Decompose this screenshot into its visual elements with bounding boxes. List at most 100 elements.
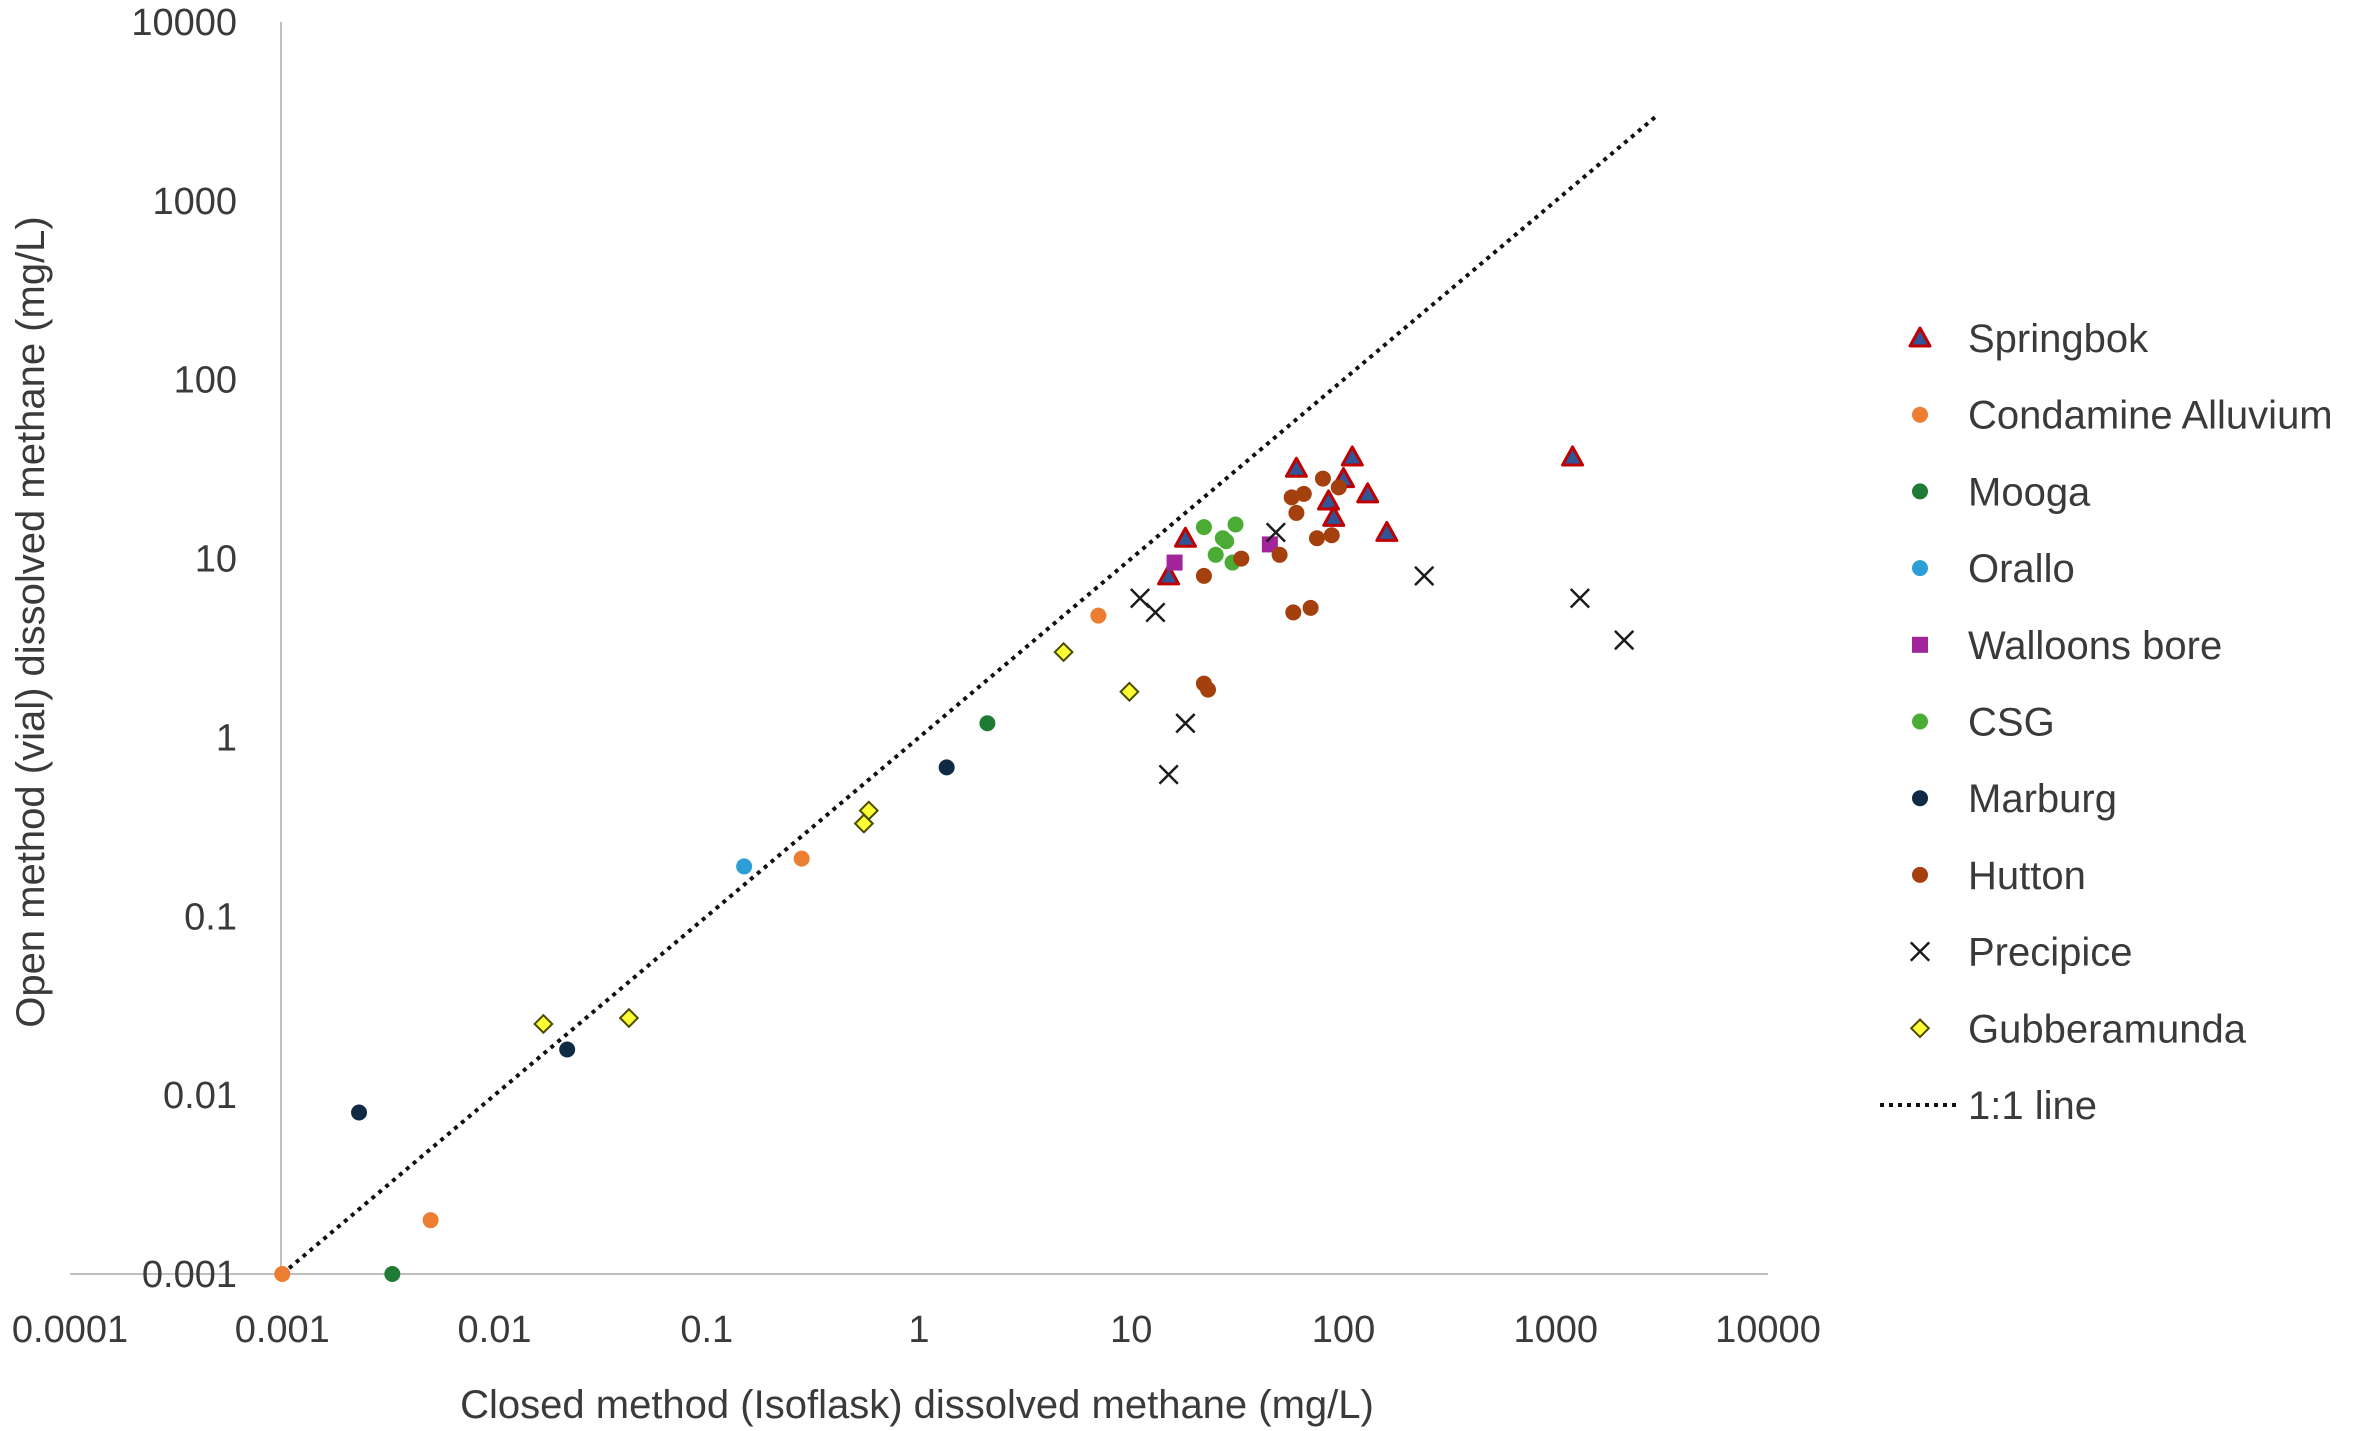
legend-swatch: [1908, 326, 1932, 348]
legend-swatch: [1912, 483, 1928, 500]
data-point: [1375, 520, 1399, 542]
data-point: [1166, 554, 1183, 571]
legend-swatch: [1912, 560, 1928, 577]
legend-item: Gubberamunda: [1909, 1007, 2247, 1051]
data-point: [1261, 536, 1278, 553]
data-point: [1569, 588, 1591, 609]
data-point: [559, 1041, 576, 1058]
legend-label: Walloons bore: [1968, 624, 2222, 668]
legend-label: Mooga: [1968, 470, 2091, 514]
data-point: [1295, 485, 1312, 502]
data-point: [533, 1013, 554, 1035]
y-tick-label: 1000: [152, 181, 237, 223]
data-point: [1207, 546, 1224, 563]
data-point: [1323, 527, 1340, 544]
legend-label: Hutton: [1968, 854, 2086, 898]
data-point: [1053, 641, 1074, 663]
data-point: [1195, 519, 1212, 536]
data-point: [384, 1266, 401, 1282]
data-point: [1233, 550, 1250, 567]
legend-item: Precipice: [1909, 931, 2133, 975]
one-to-one-line-path: [280, 113, 1659, 1276]
legend-item: Orallo: [1912, 547, 2075, 591]
data-point: [853, 813, 875, 834]
data-point: [1227, 516, 1244, 533]
legend-swatch: [1912, 406, 1928, 423]
data-point: [1285, 604, 1302, 621]
data-point: [1090, 607, 1107, 624]
data-point: [793, 850, 810, 867]
data-point: [1356, 482, 1380, 504]
data-point: [1175, 713, 1196, 734]
y-tick-label: 0.1: [184, 896, 237, 938]
legend-label: Orallo: [1968, 547, 2075, 591]
legend-item: CSG: [1912, 701, 2055, 745]
legend-label: Condamine Alluvium: [1968, 394, 2333, 438]
legend-swatch: [1912, 866, 1928, 883]
legend-label: CSG: [1968, 701, 2055, 745]
y-tick-label: 0.01: [163, 1075, 237, 1117]
legend-label: Precipice: [1968, 931, 2133, 975]
x-tick-label: 1000: [1513, 1309, 1598, 1351]
legend-label: Springbok: [1968, 317, 2149, 361]
data-point: [1173, 526, 1197, 548]
data-point: [422, 1212, 439, 1229]
data-point: [274, 1266, 291, 1282]
data-point: [938, 759, 955, 776]
data-point: [1145, 602, 1166, 623]
x-tick-label: 0.0001: [12, 1309, 128, 1351]
data-point: [1317, 489, 1341, 511]
data-point: [1314, 470, 1331, 487]
x-tick-label: 10: [1110, 1309, 1152, 1351]
legend-item: Hutton: [1912, 854, 2086, 898]
data-point: [1288, 504, 1305, 521]
x-axis-title: Closed method (Isoflask) dissolved metha…: [460, 1383, 1374, 1427]
data-point: [1119, 681, 1140, 702]
data-point: [1195, 567, 1212, 584]
data-point: [351, 1104, 368, 1121]
one-to-one-line: [280, 113, 1659, 1276]
legend-label: 1:1 line: [1968, 1084, 2097, 1128]
legend-label: Gubberamunda: [1968, 1007, 2247, 1051]
legend: Springbok Condamine Alluvium Mooga Orallo Wa…: [1880, 317, 2333, 1128]
tick-labels: 0.0001 0.001 0.01 0.1 1 10 100 1000 10000 0.001 0.…: [12, 2, 1821, 1351]
data-point: [1340, 445, 1364, 467]
x-tick-label: 100: [1312, 1309, 1375, 1351]
data-point: [1265, 522, 1286, 543]
data-point: [1330, 479, 1347, 496]
data-point: [1200, 681, 1217, 698]
data-point: [979, 715, 996, 732]
data-point: [618, 1007, 640, 1029]
y-tick-label: 0.001: [142, 1254, 237, 1296]
data-point: [1308, 530, 1325, 547]
legend-swatch: [1909, 1018, 1931, 1039]
y-tick-label: 10000: [131, 2, 237, 44]
x-tick-label: 0.001: [235, 1309, 330, 1351]
data-point: [736, 858, 753, 875]
legend-item: Mooga: [1912, 470, 2091, 514]
legend-item: Condamine Alluvium: [1912, 394, 2333, 438]
data-point: [1158, 764, 1179, 785]
data-point: [858, 800, 880, 821]
x-tick-label: 10000: [1715, 1309, 1821, 1351]
data-point: [1284, 456, 1308, 478]
y-axis-title: Open method (vial) dissolved methane (mg…: [9, 216, 53, 1027]
legend-swatch: [1909, 941, 1931, 962]
legend-swatch: [1912, 636, 1928, 653]
y-tick-label: 1: [216, 717, 237, 759]
legend-swatch: [1912, 713, 1928, 730]
data-point: [1302, 599, 1319, 616]
x-tick-label: 0.1: [680, 1309, 733, 1351]
axes: [70, 22, 1768, 1275]
x-tick-label: 1: [908, 1309, 929, 1351]
data-point: [1218, 533, 1235, 550]
data-point: [1283, 489, 1300, 506]
data-point: [1561, 445, 1585, 467]
data-point: [1414, 565, 1435, 586]
legend-label: Marburg: [1968, 777, 2117, 821]
x-tick-label: 0.01: [458, 1309, 532, 1351]
data-point: [1614, 630, 1635, 651]
legend-item: Springbok: [1908, 317, 2149, 361]
legend-item: Walloons bore: [1912, 624, 2222, 668]
